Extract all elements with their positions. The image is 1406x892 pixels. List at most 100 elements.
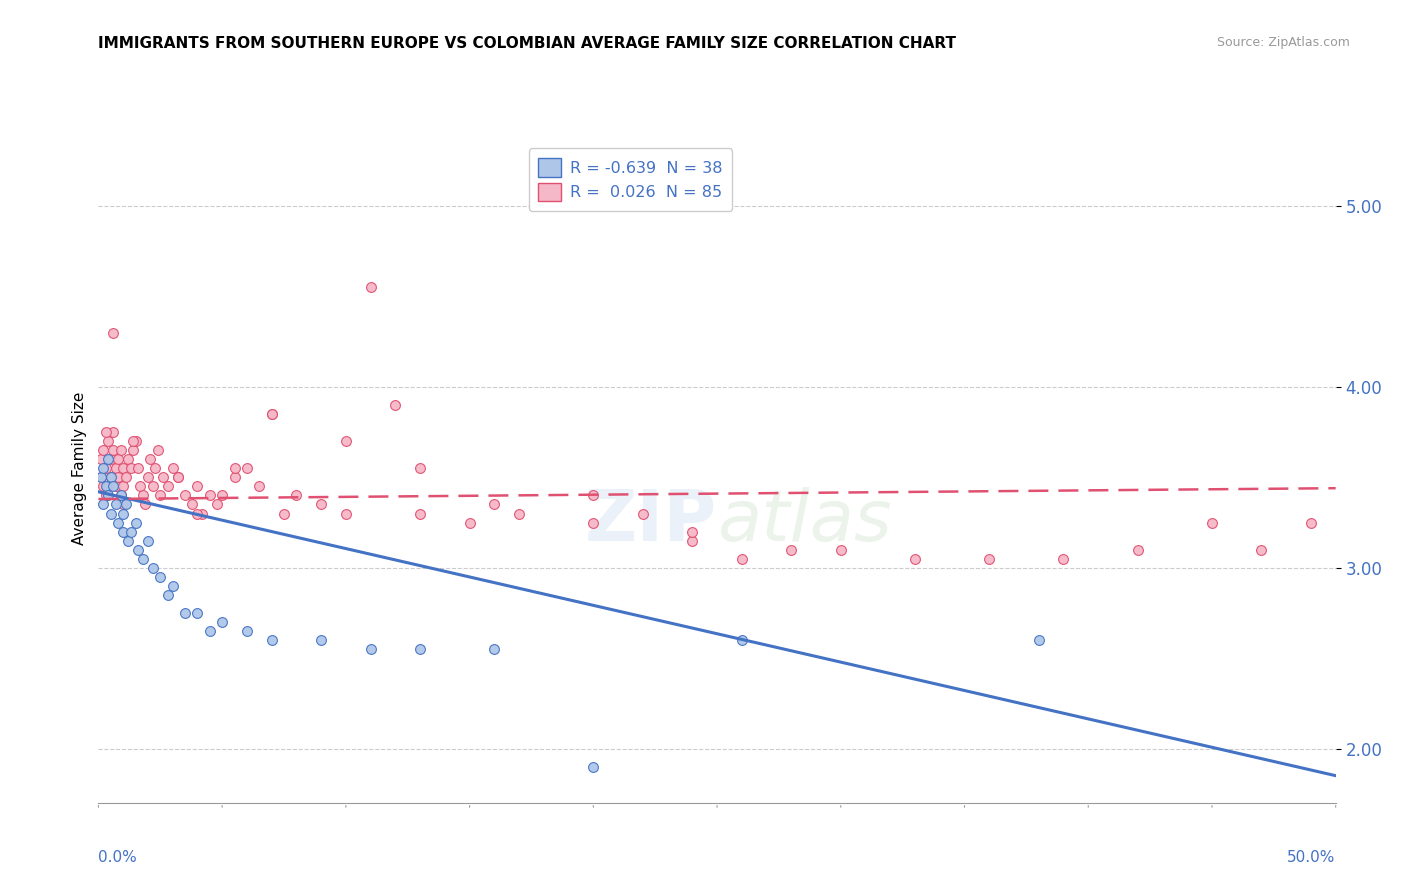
Point [174,488,197,502]
Point [830,542,852,557]
Point [181,498,204,512]
Point [110,488,132,502]
Point [93,443,115,458]
Point [107,516,129,530]
Point [100,507,122,521]
Point [136,533,159,548]
Point [1201,516,1223,530]
Point [104,479,127,493]
Point [979,551,1001,566]
Point [103,479,125,493]
Point [143,461,166,475]
Point [309,633,332,648]
Point [104,461,127,475]
Point [94,461,117,475]
Point [127,461,149,475]
Text: ZIP: ZIP [585,487,717,557]
Point [94,479,117,493]
Point [124,516,146,530]
Point [104,498,127,512]
Point [93,461,115,475]
Text: IMMIGRANTS FROM SOUTHERN EUROPE VS COLOMBIAN AVERAGE FAMILY SIZE CORRELATION CHA: IMMIGRANTS FROM SOUTHERN EUROPE VS COLOM… [98,36,956,51]
Point [100,470,122,484]
Point [112,524,135,539]
Point [112,461,135,475]
Point [103,425,125,439]
Point [90,470,112,484]
Point [166,470,188,484]
Point [146,443,169,458]
Point [484,498,506,512]
Point [409,507,432,521]
Text: Source: ZipAtlas.com: Source: ZipAtlas.com [1216,36,1350,49]
Point [186,479,208,493]
Point [120,524,142,539]
Point [285,488,308,502]
Point [142,479,165,493]
Point [1299,516,1322,530]
Point [94,488,117,502]
Point [112,479,135,493]
Point [335,507,357,521]
Point [93,479,115,493]
Point [117,452,139,467]
Point [360,280,382,294]
Point [458,516,481,530]
Point [191,507,214,521]
Point [484,642,506,657]
Point [124,434,146,449]
Point [205,498,228,512]
Point [100,452,122,467]
Point [103,326,125,340]
Point [122,443,145,458]
Point [136,470,159,484]
Point [236,624,259,638]
Point [156,588,179,602]
Point [224,470,246,484]
Point [260,407,283,421]
Point [100,470,122,484]
Point [384,398,406,412]
Point [904,551,927,566]
Point [162,461,184,475]
Point [114,470,136,484]
Point [198,488,221,502]
Point [309,498,332,512]
Point [174,606,197,620]
Point [211,488,233,502]
Point [1028,633,1050,648]
Point [139,452,162,467]
Point [152,470,174,484]
Point [198,624,221,638]
Point [247,479,270,493]
Point [110,488,132,502]
Point [132,488,155,502]
Point [1126,542,1149,557]
Point [90,470,112,484]
Point [97,479,120,493]
Point [114,498,136,512]
Text: 0.0%: 0.0% [98,849,138,864]
Point [409,461,432,475]
Point [93,498,115,512]
Point [508,507,530,521]
Point [236,461,259,475]
Point [582,759,605,773]
Text: 50.0%: 50.0% [1288,849,1336,864]
Point [134,498,156,512]
Point [97,452,120,467]
Point [1052,551,1074,566]
Point [1250,542,1272,557]
Point [186,606,208,620]
Point [166,470,188,484]
Point [582,516,605,530]
Point [681,533,703,548]
Point [780,542,803,557]
Point [103,443,125,458]
Point [112,507,135,521]
Point [273,507,295,521]
Point [211,615,233,629]
Y-axis label: Average Family Size: Average Family Size [72,392,87,545]
Point [127,542,149,557]
Point [681,524,703,539]
